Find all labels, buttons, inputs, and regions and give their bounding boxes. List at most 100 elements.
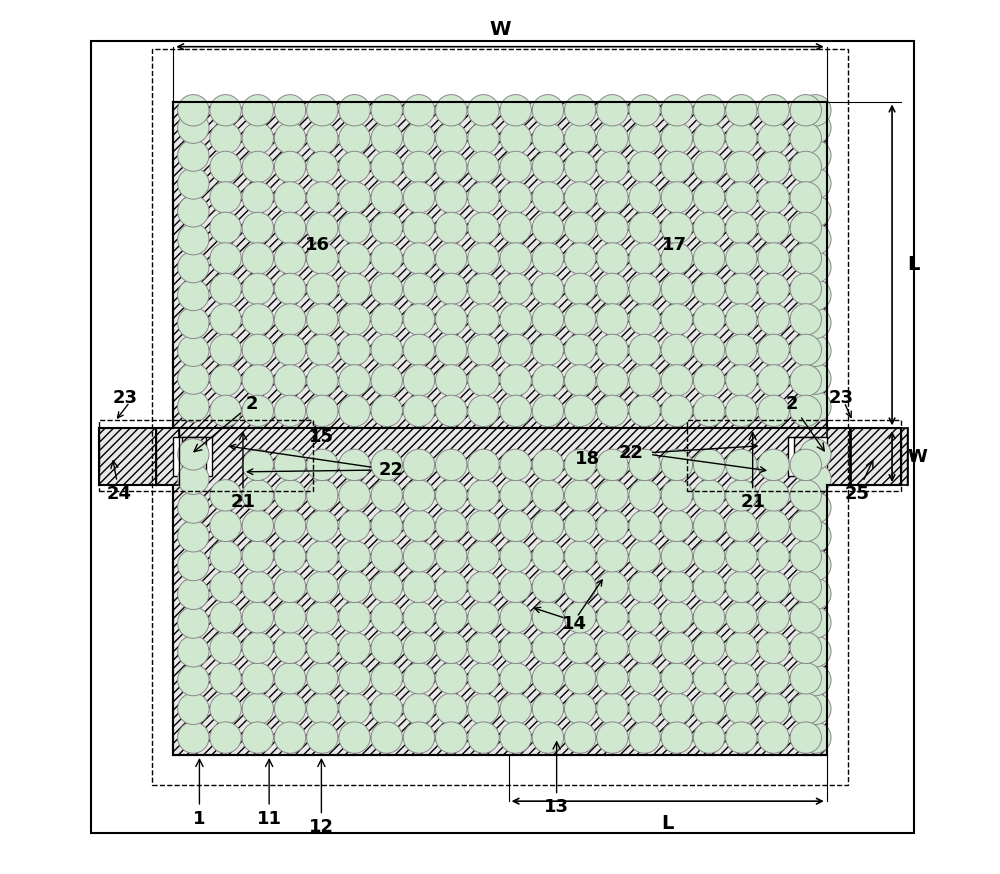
Circle shape [274, 364, 306, 396]
Circle shape [661, 243, 693, 274]
Circle shape [726, 182, 757, 213]
Circle shape [564, 151, 596, 183]
Circle shape [726, 722, 757, 753]
Circle shape [532, 449, 564, 481]
Circle shape [242, 334, 273, 365]
Circle shape [307, 541, 338, 572]
Circle shape [758, 334, 789, 365]
Circle shape [629, 510, 660, 542]
Circle shape [242, 212, 273, 244]
Circle shape [693, 122, 725, 154]
Circle shape [661, 395, 693, 427]
Circle shape [178, 280, 209, 310]
Circle shape [661, 334, 693, 365]
Circle shape [339, 449, 370, 481]
Circle shape [500, 182, 531, 213]
Circle shape [307, 449, 338, 481]
Circle shape [274, 541, 306, 572]
Circle shape [726, 122, 757, 154]
Circle shape [758, 632, 789, 663]
Circle shape [693, 601, 725, 633]
Circle shape [790, 449, 821, 481]
Circle shape [371, 722, 402, 753]
Circle shape [371, 243, 402, 274]
Circle shape [371, 122, 402, 154]
Circle shape [758, 122, 789, 154]
Circle shape [436, 722, 467, 753]
Circle shape [339, 364, 370, 396]
Circle shape [178, 578, 209, 609]
Circle shape [726, 449, 757, 481]
Circle shape [436, 364, 467, 396]
Circle shape [790, 274, 821, 304]
Circle shape [800, 463, 831, 495]
Circle shape [307, 601, 338, 633]
Circle shape [693, 572, 725, 602]
Circle shape [178, 492, 209, 524]
Circle shape [790, 395, 821, 427]
Circle shape [307, 395, 338, 427]
Circle shape [758, 151, 789, 183]
Circle shape [790, 722, 821, 753]
Circle shape [726, 572, 757, 602]
Circle shape [371, 693, 402, 725]
Circle shape [274, 395, 306, 427]
Circle shape [500, 541, 531, 572]
Circle shape [693, 480, 725, 511]
Circle shape [436, 334, 467, 365]
Circle shape [242, 510, 273, 542]
Circle shape [726, 334, 757, 365]
Circle shape [564, 662, 596, 694]
Circle shape [500, 480, 531, 511]
Circle shape [629, 722, 660, 753]
Circle shape [597, 395, 628, 427]
Bar [788, 437, 827, 476]
Circle shape [403, 480, 435, 511]
Circle shape [339, 572, 370, 602]
Circle shape [210, 212, 241, 244]
Circle shape [629, 182, 660, 213]
Circle shape [726, 274, 757, 304]
Circle shape [532, 151, 564, 183]
Bar [156, 428, 179, 485]
Circle shape [661, 182, 693, 213]
Circle shape [661, 449, 693, 481]
Circle shape [800, 94, 831, 126]
Circle shape [500, 449, 531, 481]
Circle shape [500, 722, 531, 753]
Circle shape [800, 280, 831, 310]
Circle shape [500, 693, 531, 725]
Circle shape [758, 662, 789, 694]
Circle shape [726, 94, 757, 126]
Circle shape [178, 335, 209, 366]
Circle shape [274, 662, 306, 694]
Circle shape [629, 94, 660, 126]
Circle shape [800, 521, 831, 552]
Circle shape [307, 182, 338, 213]
Circle shape [468, 243, 499, 274]
Circle shape [178, 550, 209, 580]
Circle shape [800, 224, 831, 255]
Circle shape [403, 632, 435, 663]
Circle shape [790, 662, 821, 694]
Circle shape [564, 601, 596, 633]
Circle shape [178, 168, 209, 199]
Circle shape [693, 151, 725, 183]
Circle shape [800, 550, 831, 580]
Circle shape [307, 510, 338, 542]
Circle shape [371, 303, 402, 335]
Circle shape [800, 168, 831, 199]
Circle shape [629, 274, 660, 304]
Circle shape [371, 395, 402, 427]
Circle shape [597, 303, 628, 335]
Circle shape [178, 664, 209, 696]
Circle shape [468, 151, 499, 183]
Circle shape [564, 243, 596, 274]
Text: 15: 15 [309, 428, 334, 446]
Circle shape [403, 662, 435, 694]
Circle shape [371, 510, 402, 542]
Circle shape [693, 541, 725, 572]
Text: 21: 21 [740, 433, 765, 511]
Circle shape [274, 212, 306, 244]
Text: 11: 11 [257, 760, 282, 828]
